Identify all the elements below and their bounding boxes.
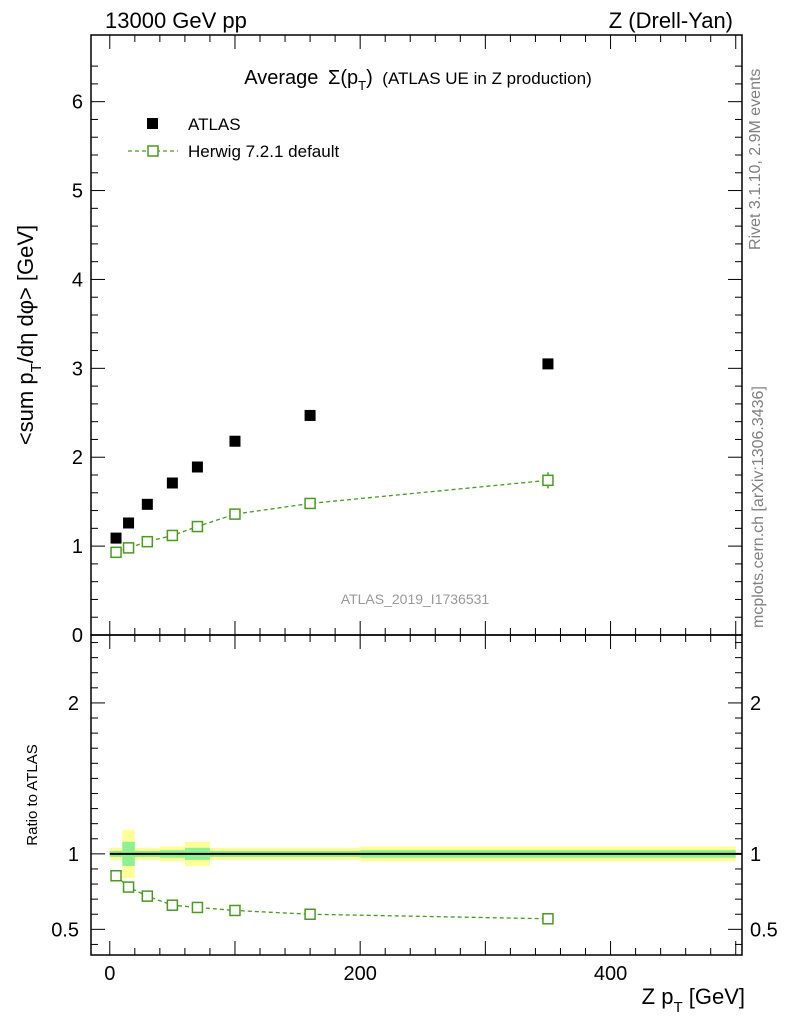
mc-point <box>110 546 122 559</box>
atlas-point <box>542 358 554 370</box>
rivet-version-label: Rivet 3.1.10, 2.9M events <box>747 69 764 250</box>
title-close: ) <box>366 67 373 89</box>
ratio-xtick-label: 200 <box>343 963 376 985</box>
main-ylabel-b: /dη dφ> [GeV] <box>13 225 38 363</box>
ratio-point <box>191 901 204 914</box>
atlas-point <box>191 461 203 473</box>
mc-point <box>542 474 554 487</box>
title-rest: (ATLAS UE in Z production) <box>382 69 591 88</box>
dynamic-marks: 0 1 2 3 4 5 6 0 200 400 0.5 0.5 1 1 2 2 <box>51 35 778 985</box>
mc-series-line <box>115 479 549 553</box>
ratio-point <box>110 870 122 882</box>
main-ytick-label: 3 <box>72 358 83 380</box>
mc-point <box>122 542 135 554</box>
legend-mc-marker <box>147 145 159 157</box>
atlas-point <box>141 498 153 510</box>
ratio-ytick-label-left: 1 <box>68 844 79 866</box>
xlabel-b: [GeV] <box>683 984 745 1009</box>
title-sigma: Σ(p <box>328 67 358 89</box>
mc-point <box>229 508 241 520</box>
main-ylabel-a: <sum p <box>13 372 38 445</box>
ratio-ytick-label-left: 0.5 <box>51 919 79 941</box>
ratio-point <box>542 913 554 925</box>
ratio-point <box>141 890 154 902</box>
ratio-point <box>229 904 241 917</box>
atlas-point <box>110 532 122 544</box>
mc-point <box>191 520 204 533</box>
ratio-ytick-label-right: 1 <box>750 844 761 866</box>
atlas-point <box>229 435 241 447</box>
legend-mc-label: Herwig 7.2.1 default <box>188 142 339 161</box>
analysis-watermark: ATLAS_2019_I1736531 <box>341 591 490 607</box>
ratio-ylabel: Ratio to ATLAS <box>24 744 41 845</box>
mcplots-label: mcplots.cern.ch [arXiv:1306.3436] <box>750 386 767 628</box>
ratio-point <box>166 899 179 911</box>
ratio-ytick-label-right: 0.5 <box>750 919 778 941</box>
ratio-series-line <box>115 875 548 920</box>
ratio-point <box>304 908 316 920</box>
main-ytick-label: 4 <box>72 269 83 291</box>
title-main: Average <box>244 67 318 89</box>
ratio-xlabel: Z pT [GeV] <box>642 984 745 1016</box>
ratio-xtick-label: 0 <box>104 963 115 985</box>
main-ytick-label: 2 <box>72 447 83 469</box>
atlas-point <box>123 517 135 529</box>
legend-data-label: ATLAS <box>188 115 241 134</box>
ratio-ytick-label-left: 2 <box>68 693 79 715</box>
main-ytick-label: 0 <box>72 625 83 647</box>
plot-title: Average Σ(pT) (ATLAS UE in Z production) <box>244 67 591 93</box>
mc-point <box>141 535 154 548</box>
process-label: Z (Drell-Yan) <box>609 8 733 33</box>
ratio-xtick-label: 400 <box>594 963 627 985</box>
main-ytick-label: 6 <box>72 92 83 114</box>
mc-point <box>304 497 316 510</box>
xlabel-sub: T <box>673 999 682 1016</box>
ratio-ytick-label-right: 2 <box>750 693 761 715</box>
atlas-point <box>304 409 316 421</box>
atlas-point <box>166 477 178 489</box>
ratio-point <box>122 881 135 893</box>
main-ytick-label: 1 <box>72 536 83 558</box>
main-ylabel: <sum pT/dη dφ> [GeV] <box>13 225 45 445</box>
mc-point <box>166 529 179 542</box>
main-ytick-label: 5 <box>72 181 83 203</box>
ratio-panel-frame <box>90 634 743 956</box>
xlabel-a: Z p <box>642 984 674 1009</box>
energy-label: 13000 GeV pp <box>105 8 247 33</box>
legend-data-marker <box>147 118 158 129</box>
main-ylabel-sub: T <box>28 363 45 372</box>
title-sub: T <box>358 78 366 93</box>
